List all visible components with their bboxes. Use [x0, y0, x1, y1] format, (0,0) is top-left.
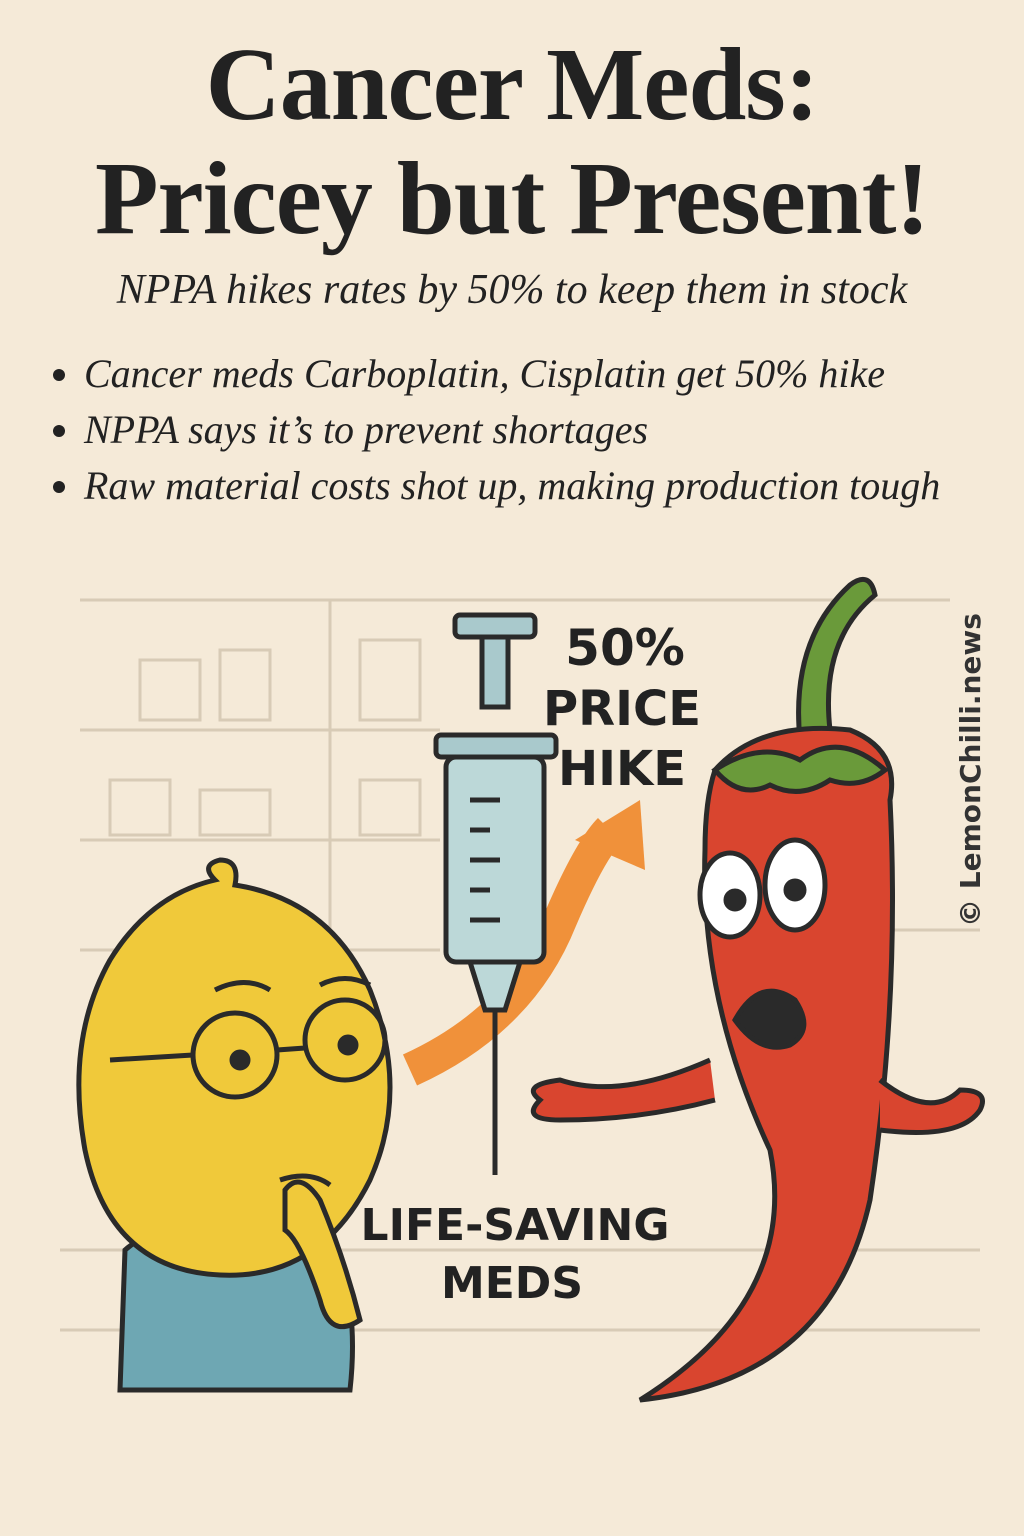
watermark: © LemonChilli.news	[954, 613, 987, 927]
price-arrow	[402, 817, 623, 1086]
lemon	[76, 857, 393, 1393]
title-line: Pricey but Present!	[95, 141, 930, 256]
bullet: Cancer meds Carboplatin, Cisplatin get 5…	[84, 346, 1024, 402]
hike-label: 50%	[565, 619, 685, 677]
subtitle: NPPA hikes rates by 50% to keep them in …	[116, 267, 908, 313]
illustration: 50% PRICE HIKE LIFE-SAVING MEDS © LemonC…	[60, 576, 987, 1403]
syringe	[433, 612, 559, 1175]
bullet: Raw material costs shot up, making produ…	[84, 458, 1024, 514]
chilli	[530, 576, 985, 1403]
title: Cancer Meds: Pricey but Present!	[0, 28, 1024, 256]
bullet-list: Cancer meds Carboplatin, Cisplatin get 5…	[50, 346, 1024, 514]
hike-label: HIKE	[558, 741, 686, 797]
title-line: Cancer Meds:	[205, 27, 820, 142]
arrow-head	[575, 800, 645, 870]
meds-label: LIFE-SAVING	[361, 1200, 670, 1251]
meds-label: MEDS	[441, 1258, 583, 1309]
hike-label: PRICE	[543, 681, 701, 737]
bullet: NPPA says it’s to prevent shortages	[84, 402, 1024, 458]
